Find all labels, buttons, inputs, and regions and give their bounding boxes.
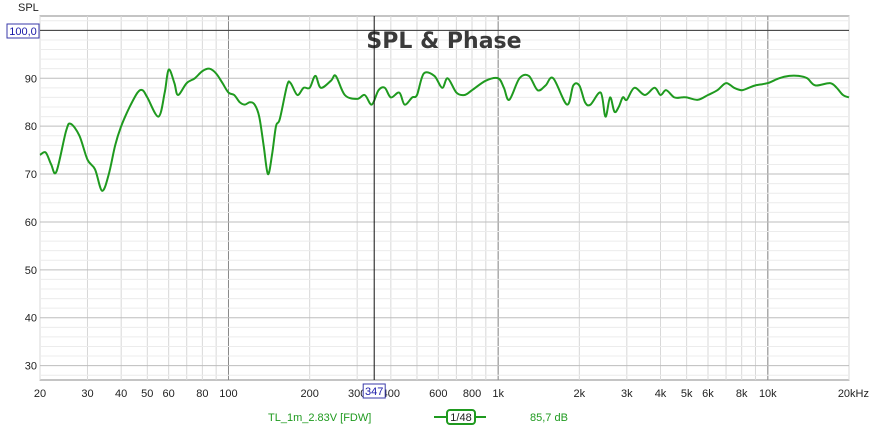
x-tick-label: 300 xyxy=(348,388,366,400)
x-tick-label: 3k xyxy=(621,388,633,400)
smoothing-control[interactable]: 1/48 xyxy=(434,409,486,425)
x-tick-label: 8k xyxy=(736,388,748,400)
series-line xyxy=(39,67,850,192)
x-tick-label: 2k xyxy=(574,388,586,400)
y-tick-label: 40 xyxy=(25,313,37,325)
y-top-value-box[interactable]: 100,0 xyxy=(6,23,40,39)
y-tick-label: 90 xyxy=(25,73,37,85)
legend: TL_1m_2.83V [FDW] 1/48 85,7 dB xyxy=(268,409,568,425)
cursor-value: 347 xyxy=(365,386,383,398)
plot-background xyxy=(39,15,850,381)
grid-lines xyxy=(39,16,850,380)
x-tick-label: 20kHz xyxy=(838,388,869,400)
x-tick-label: 60 xyxy=(163,388,175,400)
x-tick-label: 5k xyxy=(681,388,693,400)
x-tick-label: 4k xyxy=(655,388,667,400)
x-tick-label: 600 xyxy=(429,388,447,400)
x-tick-label: 100 xyxy=(219,388,237,400)
y-tick-label: 50 xyxy=(25,265,37,277)
y-tick-label: 70 xyxy=(25,169,37,181)
y-tick-label: 80 xyxy=(25,121,37,133)
x-tick-label: 40 xyxy=(115,388,127,400)
x-tick-label: 20 xyxy=(34,388,46,400)
x-tick-label: 50 xyxy=(141,388,153,400)
chart-title: SPL & Phase xyxy=(366,29,521,54)
y-tick-label: 30 xyxy=(25,361,37,373)
series-layer xyxy=(39,67,850,192)
legend-value: 85,7 dB xyxy=(530,412,568,424)
y-axis-label: SPL xyxy=(18,2,39,14)
y-tick-label: 60 xyxy=(25,217,37,229)
x-tick-label: 1k xyxy=(492,388,504,400)
x-tick-label: 400 xyxy=(382,388,400,400)
legend-series-name: TL_1m_2.83V [FDW] xyxy=(268,412,371,424)
x-tick-label: 6k xyxy=(702,388,714,400)
cursor-value-box xyxy=(362,383,386,399)
y-top-value: 100,0 xyxy=(9,26,37,38)
y-top-value-frame xyxy=(6,23,40,39)
axis-ticks: 20 30 40 50 60 80 100 200 300 400 600 800 1k 2k 3k 4k 5k… xyxy=(25,73,869,400)
x-tick-label: 30 xyxy=(81,388,93,400)
frequency-cursor[interactable]: 347 xyxy=(362,16,386,399)
x-tick-label: 800 xyxy=(463,388,481,400)
x-tick-label: 10k xyxy=(759,388,777,400)
x-tick-label: 80 xyxy=(196,388,208,400)
smoothing-label: 1/48 xyxy=(450,412,471,424)
x-tick-label: 200 xyxy=(300,388,318,400)
